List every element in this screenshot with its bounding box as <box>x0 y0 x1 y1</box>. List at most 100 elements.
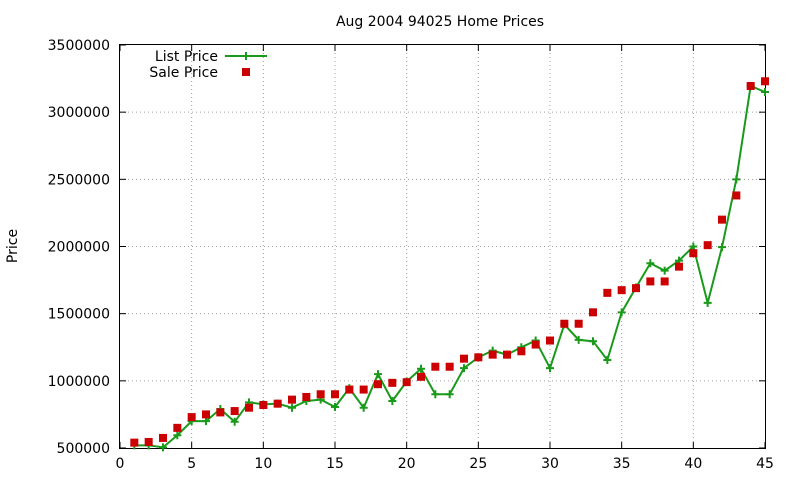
list-price-point <box>660 266 669 275</box>
series-layer <box>130 77 769 452</box>
sale-price-point <box>689 249 698 258</box>
sale-price-point <box>144 437 153 446</box>
sale-price-point <box>732 191 741 200</box>
list-price-point <box>417 364 425 373</box>
sale-price-point <box>245 403 253 412</box>
list-price-point <box>374 370 382 379</box>
sale-price-point <box>345 385 354 394</box>
sale-price-point <box>646 277 655 286</box>
sale-price-point <box>445 362 454 371</box>
sale-price-point <box>431 362 440 371</box>
sale-price-point <box>560 319 569 328</box>
sale-price-point <box>517 347 526 356</box>
list-price-point <box>732 175 741 184</box>
list-price-point <box>546 364 554 373</box>
sale-price-point <box>546 336 554 345</box>
plot-frame <box>119 44 766 449</box>
sale-price-point <box>531 340 540 349</box>
x-tick-label: 35 <box>613 456 631 472</box>
list-price-point <box>574 335 583 344</box>
list-price-point <box>173 431 182 440</box>
sale-price-point <box>259 401 268 410</box>
sale-price-point <box>159 433 167 442</box>
sale-price-point <box>402 378 411 387</box>
sale-price-point <box>388 378 397 387</box>
sale-price-point <box>130 438 139 447</box>
list-price-point <box>589 337 597 346</box>
legend-plus-marker <box>242 52 250 60</box>
legend-label: List Price <box>155 49 218 65</box>
series-list-price <box>130 81 769 452</box>
list-price-point <box>703 298 712 307</box>
sale-price-point <box>503 350 511 359</box>
sale-price-point <box>761 77 769 86</box>
sale-price-point <box>273 399 282 408</box>
sale-price-point <box>187 413 196 422</box>
sale-price-point <box>703 241 712 250</box>
sale-price-point <box>288 395 296 404</box>
legend-label: Sale Price <box>149 65 218 81</box>
x-tick-label: 5 <box>187 456 196 472</box>
list-price-point <box>617 308 626 317</box>
sale-price-point <box>488 350 497 359</box>
sale-price-point <box>675 262 683 271</box>
sale-price-point <box>617 286 626 295</box>
sale-price-point <box>660 277 669 286</box>
sale-price-point <box>746 81 755 90</box>
list-price-point <box>288 403 296 412</box>
sale-price-point <box>202 410 210 419</box>
y-axis-label: Price <box>5 229 21 263</box>
list-price-point <box>159 443 167 452</box>
sale-price-point <box>603 288 612 297</box>
axis-ticks: 0 5 10 15 20 25 30 35 40 45 500000 1000000 1500000 20… <box>48 38 774 472</box>
sale-price-point <box>173 423 182 432</box>
sale-price-point <box>417 372 425 381</box>
x-tick-label: 0 <box>116 456 125 472</box>
sale-price-point <box>230 407 239 416</box>
list-price-point <box>460 364 468 373</box>
list-price-point <box>761 88 769 97</box>
y-tick-label: 1000000 <box>48 374 110 390</box>
sale-price-point <box>574 319 583 328</box>
chart-title: Aug 2004 94025 Home Prices <box>336 14 544 30</box>
list-price-point <box>445 390 454 399</box>
sale-price-point <box>359 385 368 394</box>
list-price-point <box>646 259 655 268</box>
y-tick-label: 500000 <box>57 441 110 457</box>
x-tick-label: 20 <box>398 456 416 472</box>
sale-price-point <box>374 380 382 389</box>
x-tick-label: 10 <box>254 456 272 472</box>
list-price-point <box>230 417 239 426</box>
x-tick-label: 15 <box>326 456 344 472</box>
series-sale-price <box>130 77 769 447</box>
y-tick-label: 3000000 <box>48 105 110 121</box>
list-price-point <box>359 403 368 412</box>
list-price-point <box>331 403 339 412</box>
grid-lines <box>120 45 765 448</box>
sale-price-point <box>460 354 468 363</box>
sale-price-point <box>316 390 325 399</box>
sale-price-point <box>632 284 640 293</box>
list-price-point <box>202 417 210 426</box>
x-tick-label: 30 <box>541 456 559 472</box>
y-tick-label: 2500000 <box>48 172 110 188</box>
sale-price-point <box>718 215 726 224</box>
sale-price-point <box>589 308 597 317</box>
y-tick-label: 2000000 <box>48 240 110 256</box>
y-tick-label: 1500000 <box>48 307 110 323</box>
list-price-point <box>718 243 726 252</box>
list-price-point <box>431 390 440 399</box>
legend-square-marker <box>242 68 250 76</box>
sale-price-point <box>216 408 225 417</box>
x-tick-label: 45 <box>756 456 774 472</box>
list-price-point <box>388 396 397 405</box>
sale-price-point <box>474 353 483 362</box>
sale-price-point <box>331 390 339 399</box>
y-tick-label: 3500000 <box>48 38 110 54</box>
x-tick-label: 40 <box>684 456 702 472</box>
sale-price-point <box>302 392 311 401</box>
list-price-point <box>689 242 698 251</box>
x-tick-label: 25 <box>469 456 487 472</box>
